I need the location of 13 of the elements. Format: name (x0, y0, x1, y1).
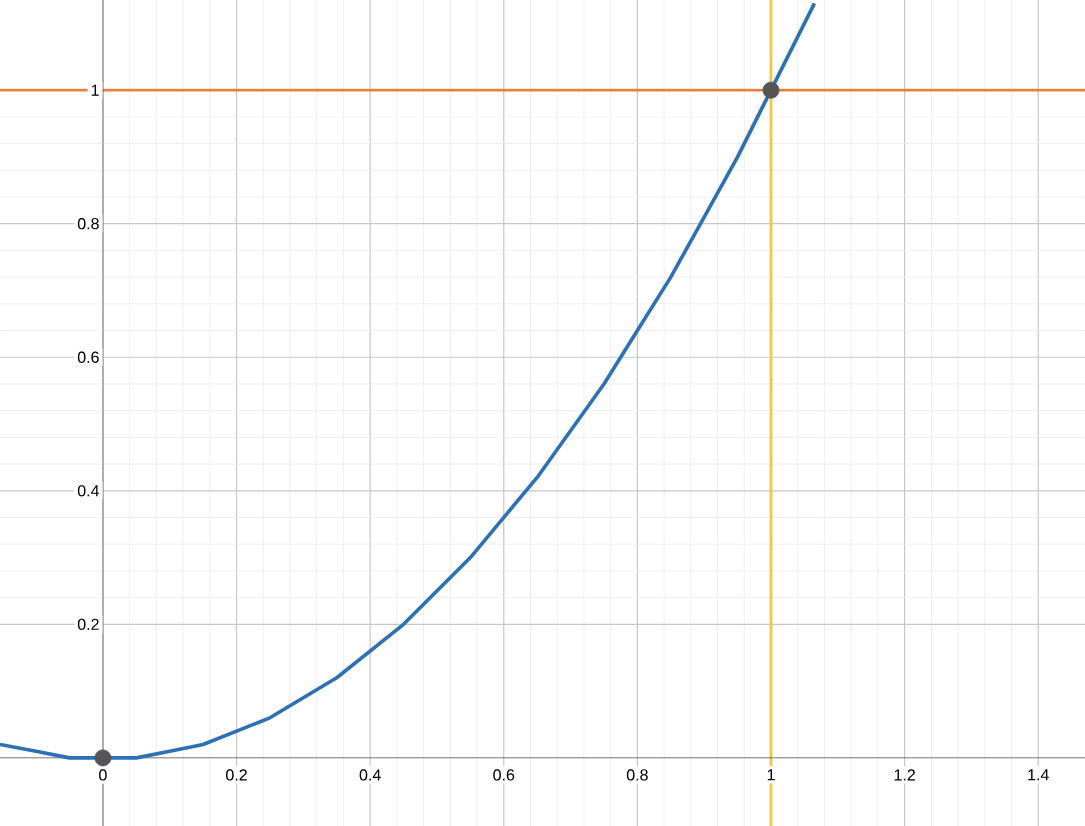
x-tick-label: 0.2 (226, 769, 247, 781)
x-tick-label: 1.2 (894, 769, 915, 781)
y-tick-label: 0.6 (77, 351, 99, 363)
x-tick-label: 1 (767, 769, 775, 781)
x-tick-label: 0.4 (359, 769, 381, 781)
x-tick-label: 0.6 (493, 769, 515, 781)
x-tick-label: 0.8 (626, 769, 648, 781)
y-tick-label: 0.2 (77, 618, 99, 631)
y-tick-label: 0.8 (77, 218, 99, 230)
x-tick-label: 0 (99, 769, 107, 781)
y-tick-label: 0.4 (77, 485, 100, 497)
x-tick-label: 1.4 (1028, 769, 1049, 781)
y-tick-label: 1 (91, 84, 99, 96)
